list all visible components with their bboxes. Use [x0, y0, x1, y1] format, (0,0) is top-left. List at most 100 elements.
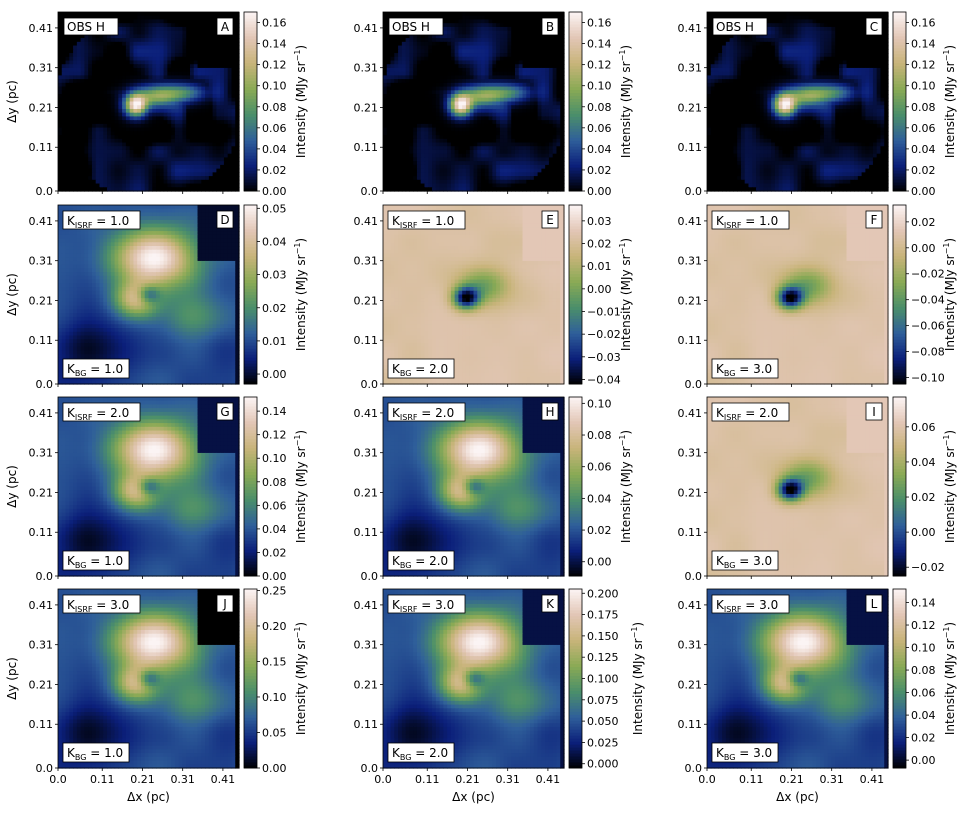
- heatmap-cell: [73, 60, 77, 64]
- heatmap-cell: [92, 38, 96, 42]
- heatmap-cell: [186, 98, 190, 102]
- heatmap-cell: [179, 53, 183, 57]
- heatmap-cell: [409, 184, 413, 188]
- heatmap-cell: [69, 87, 73, 91]
- heatmap-cell: [447, 135, 451, 139]
- heatmap-cell: [485, 180, 489, 184]
- heatmap-cell: [145, 49, 149, 53]
- heatmap-cell: [186, 53, 190, 57]
- heatmap-cell: [519, 169, 523, 173]
- heatmap-cell: [741, 12, 745, 16]
- heatmap-cell: [545, 60, 549, 64]
- heatmap-cell: [171, 128, 175, 132]
- heatmap-cell: [523, 34, 527, 38]
- heatmap-cell: [492, 139, 496, 143]
- heatmap-cell: [96, 83, 100, 87]
- heatmap-cell: [530, 165, 534, 169]
- heatmap-cell: [440, 109, 444, 113]
- heatmap-cell: [409, 143, 413, 147]
- heatmap-cell: [526, 72, 530, 76]
- heatmap-cell: [387, 38, 391, 42]
- heatmap-cell: [511, 19, 515, 23]
- heatmap-cell: [790, 23, 794, 27]
- heatmap-cell: [451, 113, 455, 117]
- heatmap-cell: [137, 57, 141, 61]
- heatmap-cell: [103, 165, 107, 169]
- heatmap-cell: [466, 165, 470, 169]
- y-axis: 0.00.110.210.310.41: [354, 22, 384, 198]
- heatmap-cell: [511, 154, 515, 158]
- heatmap-cell: [545, 154, 549, 158]
- heatmap-cell: [526, 135, 530, 139]
- heatmap-cell: [383, 68, 387, 72]
- heatmap-cell: [58, 31, 62, 35]
- heatmap-cell: [122, 146, 126, 150]
- heatmap-cell: [205, 109, 209, 113]
- heatmap-cell: [549, 154, 553, 158]
- heatmap-cell: [62, 131, 66, 135]
- heatmap-cell: [432, 42, 436, 46]
- heatmap-cell: [447, 98, 451, 102]
- colorbar-segment: [244, 119, 257, 122]
- heatmap-image: [707, 12, 889, 192]
- heatmap-cell: [481, 90, 485, 94]
- heatmap-cell: [428, 120, 432, 124]
- heatmap-cell: [84, 109, 88, 113]
- heatmap-cell: [504, 102, 508, 106]
- heatmap-cell: [115, 135, 119, 139]
- heatmap-cell: [73, 94, 77, 98]
- heatmap-cell: [107, 68, 111, 72]
- heatmap-cell: [111, 87, 115, 91]
- heatmap-cell: [186, 87, 190, 91]
- heatmap-cell: [107, 154, 111, 158]
- heatmap-cell: [81, 120, 85, 124]
- heatmap-cell: [198, 113, 202, 117]
- heatmap-cell: [432, 46, 436, 50]
- heatmap-cell: [458, 131, 462, 135]
- heatmap-cell: [391, 68, 395, 72]
- heatmap-cell: [424, 53, 428, 57]
- heatmap-cell: [179, 98, 183, 102]
- heatmap-cell: [496, 38, 500, 42]
- heatmap-cell: [220, 12, 224, 16]
- heatmap-cell: [190, 172, 194, 176]
- heatmap-cell: [489, 98, 493, 102]
- heatmap-cell: [458, 120, 462, 124]
- heatmap-cell: [99, 53, 103, 57]
- heatmap-cell: [492, 23, 496, 27]
- heatmap-cell: [190, 169, 194, 173]
- heatmap-cell: [519, 42, 523, 46]
- heatmap-cell: [790, 16, 794, 20]
- heatmap-cell: [534, 27, 538, 31]
- heatmap-cell: [96, 72, 100, 76]
- heatmap-cell: [73, 87, 77, 91]
- heatmap-cell: [133, 154, 137, 158]
- y-tick-label: 0.31: [354, 62, 379, 75]
- heatmap-cell: [81, 131, 85, 135]
- heatmap-cell: [92, 46, 96, 50]
- heatmap-cell: [526, 27, 530, 31]
- heatmap-cell: [141, 72, 145, 76]
- heatmap-cell: [179, 16, 183, 20]
- heatmap-cell: [440, 172, 444, 176]
- heatmap-cell: [99, 172, 103, 176]
- colorbar-segment: [569, 104, 582, 107]
- heatmap-cell: [194, 49, 198, 53]
- heatmap-cell: [530, 53, 534, 57]
- heatmap-cell: [179, 34, 183, 38]
- heatmap-cell: [391, 90, 395, 94]
- heatmap-cell: [209, 23, 213, 27]
- heatmap-cell: [383, 109, 387, 113]
- heatmap-cell: [66, 165, 70, 169]
- heatmap-cell: [492, 116, 496, 120]
- heatmap-cell: [149, 113, 153, 117]
- heatmap-cell: [530, 176, 534, 180]
- heatmap-cell: [99, 120, 103, 124]
- heatmap-cell: [186, 42, 190, 46]
- heatmap-cell: [216, 124, 220, 128]
- heatmap-cell: [73, 165, 77, 169]
- heatmap-cell: [394, 143, 398, 147]
- heatmap-cell: [526, 38, 530, 42]
- heatmap-cell: [455, 169, 459, 173]
- heatmap-cell: [122, 180, 126, 184]
